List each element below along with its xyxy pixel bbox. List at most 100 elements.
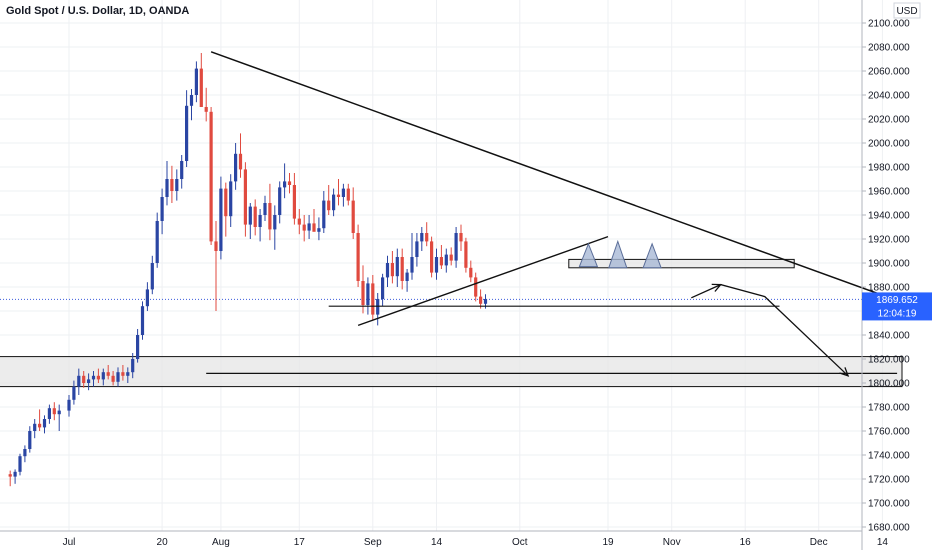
candle-body bbox=[111, 375, 115, 382]
candle bbox=[361, 265, 365, 314]
candle bbox=[341, 183, 345, 207]
candle bbox=[425, 222, 429, 247]
candle bbox=[180, 155, 184, 189]
candle-body bbox=[229, 181, 233, 217]
y-tick-label: 1780.000 bbox=[868, 403, 910, 414]
candle-body bbox=[469, 267, 473, 278]
chart-header: Gold Spot / U.S. Dollar, 1D, OANDA bbox=[6, 5, 189, 17]
candle bbox=[175, 169, 179, 201]
candle bbox=[268, 183, 272, 241]
candle bbox=[77, 368, 81, 395]
candle-body bbox=[258, 215, 262, 227]
candle-body bbox=[67, 399, 71, 411]
candle bbox=[243, 162, 247, 237]
candle-body bbox=[38, 423, 42, 428]
candle-body bbox=[449, 254, 453, 261]
candle bbox=[366, 277, 370, 315]
candle-body bbox=[204, 107, 208, 112]
candles bbox=[8, 53, 488, 487]
y-tick-label: 1700.000 bbox=[868, 499, 910, 510]
candle-body bbox=[307, 223, 311, 231]
candle-body bbox=[140, 306, 145, 335]
candle bbox=[449, 247, 453, 266]
candle-body bbox=[483, 299, 488, 304]
candle-body bbox=[145, 289, 149, 307]
candle bbox=[434, 248, 439, 280]
candle-body bbox=[180, 161, 184, 179]
candle-body bbox=[459, 233, 463, 242]
candle bbox=[287, 173, 292, 194]
candle-body bbox=[165, 179, 169, 197]
candle bbox=[278, 181, 282, 224]
candle bbox=[82, 371, 86, 388]
pattern-triangle bbox=[578, 242, 599, 268]
candle bbox=[111, 371, 115, 386]
descending-trendline bbox=[210, 51, 932, 314]
candle bbox=[234, 143, 238, 190]
x-tick-label: Dec bbox=[810, 537, 828, 548]
candle-body bbox=[312, 223, 316, 232]
candle-body bbox=[371, 283, 375, 315]
candle bbox=[47, 404, 51, 424]
time-axis[interactable]: Jul 20 Aug 17 Sep 14 Oct 19 Nov 16 Dec 14 bbox=[0, 530, 888, 548]
candle-body bbox=[126, 372, 130, 376]
candle-body bbox=[248, 206, 252, 225]
candle bbox=[381, 273, 385, 307]
arrowhead-down bbox=[839, 367, 850, 377]
candle bbox=[145, 282, 149, 311]
candle-body bbox=[425, 233, 429, 242]
candle bbox=[454, 227, 458, 268]
candle-body bbox=[474, 277, 478, 297]
candle-body bbox=[185, 105, 189, 161]
y-tick-label: 1980.000 bbox=[868, 163, 910, 174]
candle-body bbox=[415, 241, 419, 257]
y-tick-label: 1960.000 bbox=[868, 187, 910, 198]
candle-body bbox=[385, 263, 390, 278]
y-tick-label: 2020.000 bbox=[868, 115, 910, 126]
x-tick-label: Oct bbox=[512, 537, 528, 548]
candle bbox=[439, 245, 443, 269]
x-tick-label: 17 bbox=[294, 537, 306, 548]
candle bbox=[469, 260, 473, 283]
candle-body bbox=[464, 241, 468, 268]
candle bbox=[229, 174, 233, 227]
x-tick-label: Nov bbox=[663, 537, 681, 548]
candle bbox=[13, 469, 17, 484]
candle-body bbox=[381, 277, 385, 299]
candle-body bbox=[346, 188, 350, 201]
candle-body bbox=[87, 379, 91, 383]
candle-body bbox=[361, 281, 365, 305]
candle bbox=[317, 217, 321, 241]
candle-body bbox=[390, 263, 394, 277]
y-tick-label: 1840.000 bbox=[868, 331, 910, 342]
candle bbox=[96, 368, 100, 383]
candle-body bbox=[77, 375, 81, 387]
candle-body bbox=[209, 111, 213, 242]
candle-body bbox=[317, 228, 321, 232]
x-tick-label: 19 bbox=[602, 537, 614, 548]
candle-body bbox=[136, 335, 140, 359]
candle-body bbox=[150, 263, 154, 290]
candle bbox=[415, 233, 419, 267]
candle bbox=[258, 209, 262, 242]
y-tick-label: 1760.000 bbox=[868, 427, 910, 438]
x-tick-label: Aug bbox=[212, 537, 230, 548]
candle bbox=[165, 161, 169, 206]
candle-body bbox=[23, 449, 27, 457]
candle bbox=[464, 237, 468, 273]
candle-body bbox=[434, 257, 439, 273]
candle bbox=[405, 269, 409, 292]
candle bbox=[479, 289, 483, 309]
candle-body bbox=[302, 224, 306, 231]
candle bbox=[170, 165, 174, 203]
candle bbox=[224, 182, 228, 237]
candle-body bbox=[253, 206, 257, 227]
candle-body bbox=[327, 200, 331, 211]
candle bbox=[263, 195, 267, 221]
x-tick-label: 16 bbox=[740, 537, 752, 548]
candle bbox=[209, 107, 213, 245]
candle bbox=[332, 188, 336, 217]
candle bbox=[346, 183, 350, 206]
